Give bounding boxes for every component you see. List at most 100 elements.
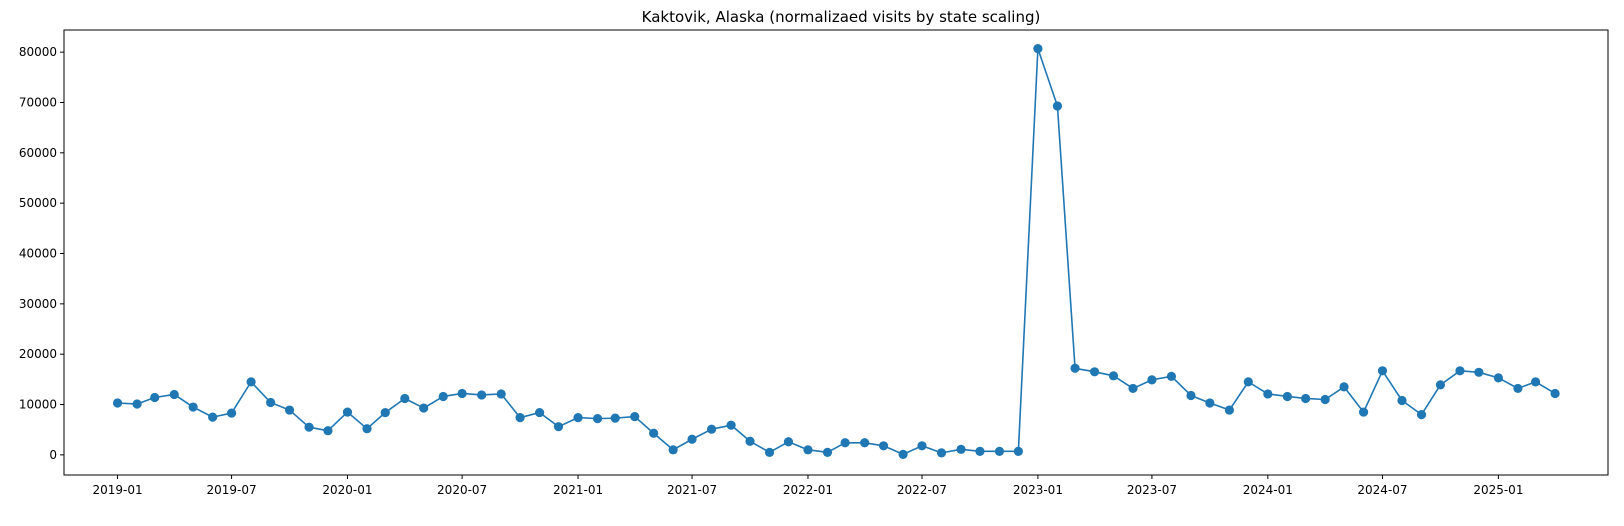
plot-frame — [63, 29, 1609, 476]
data-point — [419, 403, 429, 413]
data-point — [112, 398, 123, 408]
data-point — [610, 413, 620, 423]
y-tick-label: 20000 — [19, 347, 57, 361]
x-tick-label: 2020-01 — [322, 483, 372, 497]
data-point — [1416, 409, 1427, 420]
data-point — [956, 444, 966, 454]
data-point — [764, 447, 775, 457]
data-point — [1166, 371, 1177, 381]
data-point — [553, 422, 564, 432]
x-tick-label: 2019-07 — [206, 483, 256, 497]
data-point — [1263, 389, 1273, 399]
data-point — [188, 402, 198, 412]
data-point — [535, 407, 545, 418]
data-point — [803, 445, 813, 455]
data-point — [400, 393, 410, 404]
data-point — [496, 389, 506, 399]
data-point — [994, 446, 1005, 456]
data-point — [745, 436, 755, 446]
data-point — [1435, 380, 1446, 390]
data-point — [1070, 363, 1080, 373]
data-point — [342, 407, 353, 417]
data-point — [1377, 366, 1388, 376]
x-tick-label: 2025-01 — [1473, 483, 1523, 497]
data-point — [1186, 390, 1196, 401]
data-point — [362, 424, 372, 434]
data-point — [1397, 395, 1407, 406]
data-point — [246, 377, 256, 387]
data-point — [917, 441, 927, 451]
axes: 0 10000 20000 30000 40000 50000 60000 70000 8000… — [19, 29, 1609, 497]
data-point — [380, 407, 390, 418]
data-point — [1147, 375, 1157, 385]
series-line — [117, 47, 1556, 456]
data-point — [1033, 44, 1043, 54]
x-tick-label: 2024-01 — [1243, 483, 1293, 497]
data-point — [1108, 371, 1119, 381]
data-point — [1052, 101, 1063, 111]
data-point — [1320, 394, 1330, 405]
data-point — [226, 408, 237, 418]
data-point — [592, 414, 603, 424]
data-point — [1493, 373, 1503, 383]
data-point — [1339, 382, 1349, 392]
x-tick-label: 2022-07 — [897, 483, 947, 497]
data-point — [1089, 367, 1100, 377]
data-point — [936, 448, 947, 458]
data-point — [726, 420, 736, 430]
x-tick-label: 2024-07 — [1357, 483, 1407, 497]
y-tick-label: 0 — [49, 448, 57, 462]
y-tick-label: 40000 — [19, 247, 57, 261]
data-point — [668, 445, 678, 455]
data-point — [840, 438, 850, 448]
data-point — [1474, 367, 1484, 377]
chart-title: Kaktovik, Alaska (normalizaed visits by … — [642, 8, 1041, 26]
data-point — [1550, 388, 1560, 399]
data-point — [1243, 377, 1253, 387]
data-point — [649, 428, 659, 438]
data-point — [169, 389, 179, 400]
y-tick-label: 60000 — [19, 146, 57, 160]
data-point — [783, 437, 794, 447]
data-point — [1013, 446, 1023, 456]
y-tick-label: 50000 — [19, 196, 57, 210]
data-point — [1455, 366, 1465, 376]
data-point — [457, 388, 467, 399]
x-tick-label: 2023-07 — [1127, 483, 1177, 497]
data-point — [860, 438, 870, 448]
data-point — [706, 424, 717, 434]
data-point — [975, 446, 985, 456]
x-tick-label: 2022-01 — [783, 483, 833, 497]
x-tick-label: 2021-07 — [667, 483, 717, 497]
x-tick-label: 2023-01 — [1013, 483, 1063, 497]
x-tick-label: 2021-01 — [553, 483, 603, 497]
data-point — [898, 449, 908, 459]
data-point — [284, 405, 295, 415]
data-point — [150, 392, 160, 403]
y-tick-label: 70000 — [19, 95, 57, 109]
data-point — [208, 412, 218, 422]
data-point — [515, 413, 525, 423]
data-point — [438, 391, 448, 402]
x-tick-label: 2020-07 — [437, 483, 487, 497]
data-point — [477, 390, 487, 400]
data-point — [1301, 393, 1311, 404]
data-point — [1205, 398, 1215, 408]
data-point — [687, 434, 697, 444]
data-point — [132, 399, 142, 409]
data-point — [573, 413, 583, 423]
data-point — [1282, 391, 1292, 402]
y-tick-label: 10000 — [19, 398, 57, 412]
x-tick-label: 2019-01 — [92, 483, 142, 497]
data-point — [630, 412, 640, 422]
y-tick-label: 80000 — [19, 45, 57, 59]
data-point — [1128, 383, 1138, 394]
data-point — [1530, 377, 1541, 387]
data-point — [1513, 383, 1523, 394]
data-point — [1224, 405, 1235, 415]
data-point — [266, 397, 276, 408]
data-point — [822, 447, 833, 457]
data-point — [304, 422, 314, 432]
